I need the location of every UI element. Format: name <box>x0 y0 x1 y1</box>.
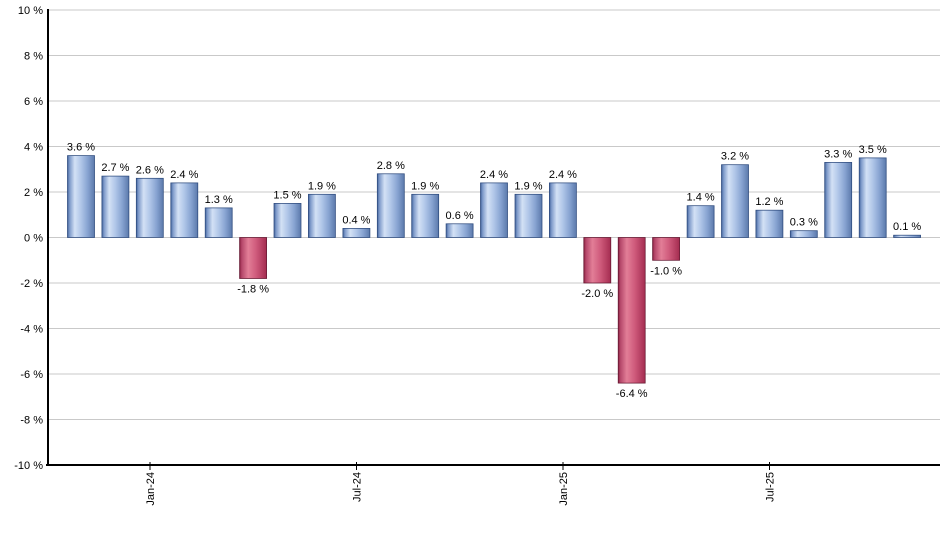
bar-value-label: 2.4 % <box>480 169 508 181</box>
x-tick-label: Jul-25 <box>764 472 776 502</box>
bar-value-label: 3.6 % <box>67 142 95 154</box>
positive-bar <box>135 177 164 238</box>
x-axis-ticks: Jan-24 Jul-24 Jan-25 Jul-25 <box>145 462 776 506</box>
bar-value-label: 0.3 % <box>790 217 818 229</box>
axes <box>46 9 940 466</box>
bar-value-label: -6.4 % <box>616 388 648 400</box>
bar-value-label: 2.4 % <box>170 169 198 181</box>
positive-bar <box>101 175 130 238</box>
y-tick-label: 2 % <box>24 187 43 199</box>
x-tick-label: Jan-24 <box>145 472 157 506</box>
positive-bar <box>480 182 508 238</box>
positive-bar <box>549 182 577 238</box>
bar-value-label: 2.8 % <box>377 160 405 172</box>
y-tick-label: -4 % <box>20 324 43 336</box>
bars <box>67 155 921 384</box>
positive-bar <box>67 155 95 238</box>
y-tick-label: 10 % <box>18 5 43 17</box>
y-tick-label: -10 % <box>14 460 43 472</box>
negative-bar <box>239 237 267 279</box>
y-tick-label: -8 % <box>20 415 43 427</box>
bar-value-label: 2.7 % <box>101 162 129 174</box>
positive-bar <box>789 230 818 238</box>
y-tick-label: 4 % <box>24 142 43 154</box>
positive-bar <box>686 205 715 238</box>
bar-value-label: 0.1 % <box>893 221 921 233</box>
positive-bar <box>755 209 784 238</box>
y-tick-label: -2 % <box>20 278 43 290</box>
negative-bar <box>652 237 680 261</box>
positive-bar <box>824 162 853 238</box>
x-tick-label: Jan-25 <box>558 472 570 506</box>
bar-value-label: 2.4 % <box>549 169 577 181</box>
negative-bar <box>617 237 646 384</box>
bar-value-label: 3.5 % <box>859 144 887 156</box>
bar-value-label: 3.2 % <box>721 151 749 163</box>
positive-bar <box>204 207 233 238</box>
y-tick-label: 6 % <box>24 96 43 108</box>
bar-value-label: -1.0 % <box>650 265 682 277</box>
bar-value-label: -1.8 % <box>237 283 269 295</box>
bar-value-label: 0.6 % <box>446 210 474 222</box>
bar-value-label: 2.6 % <box>136 164 164 176</box>
bar-value-label: 0.4 % <box>342 214 370 226</box>
positive-bar <box>170 182 199 238</box>
bar-value-label: 1.9 % <box>514 180 542 192</box>
x-tick-label: Jul-24 <box>351 472 363 502</box>
y-tick-label: -6 % <box>20 369 43 381</box>
positive-bar <box>376 173 405 238</box>
bar-value-label: 1.2 % <box>755 196 783 208</box>
y-tick-label: 8 % <box>24 51 43 63</box>
positive-bar <box>858 157 887 238</box>
bar-value-label: 1.5 % <box>273 189 301 201</box>
bar-value-label: 1.9 % <box>308 180 336 192</box>
positive-bar <box>273 203 302 238</box>
positive-bar <box>893 234 921 238</box>
positive-bar <box>342 228 371 238</box>
bar-value-label: 3.3 % <box>824 148 852 160</box>
bar-value-label: -2.0 % <box>581 288 613 300</box>
bar-value-labels: 3.6 % 2.7 % 2.6 % 2.4 % 1.3 % -1.8 % 1.5 % 1.9 … <box>67 142 921 401</box>
positive-bar <box>308 193 336 238</box>
positive-bar <box>514 193 543 238</box>
negative-bar <box>583 237 612 284</box>
bar-value-label: 1.4 % <box>687 192 715 204</box>
y-axis-labels: -10 % -8 % -6 % -4 % -2 % 0 % 2 % 4 % 6 % 8 % 10 % <box>14 5 43 472</box>
positive-bar <box>445 223 474 238</box>
positive-bar <box>411 193 440 238</box>
bar-value-label: 1.3 % <box>205 194 233 206</box>
bar-value-label: 1.9 % <box>411 180 439 192</box>
positive-bar <box>721 164 749 238</box>
y-tick-label: 0 % <box>24 233 43 245</box>
